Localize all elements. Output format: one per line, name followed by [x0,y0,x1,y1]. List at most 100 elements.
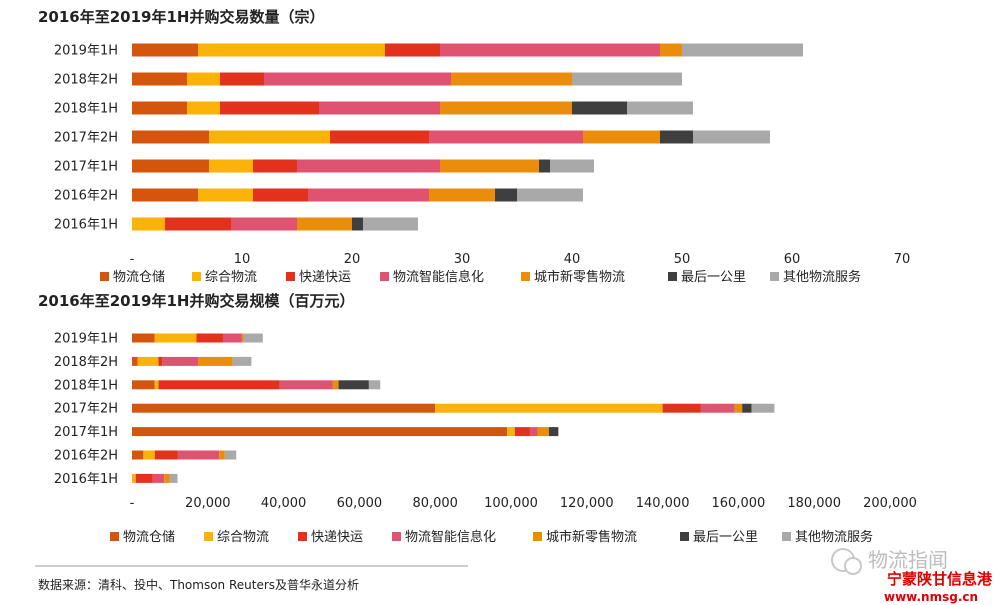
legend-swatch [533,532,542,541]
bar-segment [164,473,170,483]
category-label: 2016年2H [54,449,118,464]
bar-segment [662,403,701,413]
bar-segment [132,217,165,231]
bar-segment [137,356,159,366]
bar-segment [627,101,693,115]
x-tick-label: 120,000 [560,496,614,511]
legend-label: 快递快运 [311,530,363,545]
chart-value-x-ticks: - 20,000 40,000 60,000 80,000 100,000 120,000 1… [130,496,917,511]
watermark: 物流指闻 [831,548,948,575]
legend-swatch [770,272,779,281]
bar-segment [385,43,440,57]
bar-segment [219,450,225,460]
legend-swatch [392,532,401,541]
chart-count-x-ticks: - 10 20 30 40 50 60 70 [130,252,911,267]
bar-segment [583,130,660,144]
bar-segment [700,403,735,413]
bar-segment [440,43,660,57]
x-tick-label: 140,000 [636,496,690,511]
bar-segment [297,217,352,231]
bar-segment [209,159,253,173]
x-tick-label: 60 [784,252,801,267]
bar-segment [319,101,440,115]
x-tick-label: 50 [674,252,691,267]
x-tick-label: 40,000 [261,496,307,511]
bar-segment [440,101,572,115]
chart-value-legend: 物流仓储 综合物流 快递快运 物流智能信息化 城市新零售物流 最后一公里 其他物流服务 [110,529,873,545]
x-tick-label: 70 [894,252,911,267]
bar-segment [158,380,280,390]
legend-swatch [286,272,295,281]
legend-swatch [298,532,307,541]
bar-segment [514,427,530,437]
legend-label: 最后一公里 [681,270,746,285]
bar-segment [451,72,572,86]
bar-segment [264,72,451,86]
bar-segment [297,159,440,173]
x-tick-label: 60,000 [337,496,383,511]
bar-segment [135,473,153,483]
category-label: 2018年1H [54,102,118,117]
legend-swatch [204,532,213,541]
watermark-text: 物流指闻 [868,548,948,572]
bar-segment [231,217,297,231]
category-label: 2019年1H [54,332,118,347]
bar-segment [495,188,517,202]
x-tick-label: - [130,252,135,267]
bar-segment [517,188,583,202]
bar-segment [243,333,263,343]
bar-segment [209,130,330,144]
legend-label: 综合物流 [205,270,257,285]
bar-segment [152,473,165,483]
bar-segment [132,403,436,413]
chart-count-categories: 2019年1H 2018年2H 2018年1H 2017年2H 2017年1H 2016年… [54,44,118,233]
legend-label: 综合物流 [217,530,269,545]
legend-swatch [782,532,791,541]
category-label: 2016年1H [54,218,118,233]
bar-segment [429,130,583,144]
x-tick-label: 160,000 [712,496,766,511]
legend-label: 物流智能信息化 [405,529,496,545]
bar-segment [198,188,253,202]
legend-label: 物流仓储 [113,270,165,285]
bar-segment [308,188,429,202]
chart-value-categories: 2019年1H 2018年2H 2018年1H 2017年2H 2017年1H 2016年… [54,332,118,487]
bar-segment [368,380,381,390]
bar-segment [742,403,752,413]
legend-label: 物流仓储 [123,530,175,545]
bar-segment [279,380,333,390]
legend-label: 最后一公里 [693,530,758,545]
bar-segment [187,72,220,86]
bar-segment [158,356,163,366]
bar-segment [660,43,682,57]
legend-swatch [680,532,689,541]
bar-segment [507,427,515,437]
category-label: 2017年1H [54,160,118,175]
category-label: 2018年2H [54,73,118,88]
x-tick-label: 20,000 [185,496,231,511]
x-tick-label: 40 [564,252,581,267]
bar-segment [177,450,220,460]
chart-count-title: 2016年至2019年1H并购交易数量（宗） [38,8,325,26]
category-label: 2017年1H [54,425,118,440]
category-label: 2018年1H [54,378,118,393]
bar-segment [165,217,231,231]
x-tick-label: 20 [344,252,361,267]
bar-segment [751,403,775,413]
bar-segment [198,43,385,57]
legend-swatch [380,272,389,281]
bar-segment [253,159,297,173]
bar-segment [548,427,559,437]
legend-label: 快递快运 [299,270,351,285]
bar-segment [550,159,594,173]
stamp-line1: 宁蒙陕甘信息港 [887,570,993,588]
bar-segment [682,43,803,57]
bar-segment [429,188,495,202]
x-tick-label: 80,000 [412,496,458,511]
x-tick-label: 30 [454,252,471,267]
x-tick-label: 180,000 [787,496,841,511]
bar-segment [196,333,223,343]
category-label: 2017年2H [54,131,118,146]
bar-segment [332,380,339,390]
